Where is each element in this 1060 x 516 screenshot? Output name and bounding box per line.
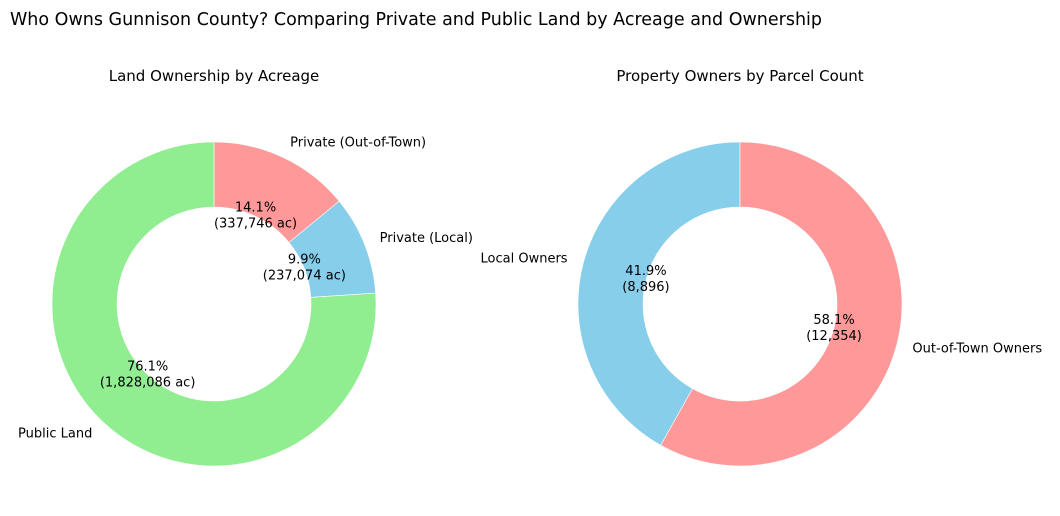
figure-title: Who Owns Gunnison County? Comparing Priv… xyxy=(10,10,822,30)
slice-label-private-out-of-town: Private (Out-of-Town) xyxy=(290,135,426,150)
slice-local-owners xyxy=(577,141,741,446)
slice-percent-private-out-of-town: 14.1% xyxy=(235,201,276,216)
slice-out-of-town-owners xyxy=(660,141,903,467)
slice-value-out-of-town-owners: (12,354) xyxy=(806,329,862,344)
chart-title: Land Ownership by Acreage xyxy=(109,67,320,85)
slice-label-out-of-town-owners: Out-of-Town Owners xyxy=(912,342,1042,357)
slice-label-public-land: Public Land xyxy=(18,427,92,442)
chart-title: Property Owners by Parcel Count xyxy=(616,67,863,85)
donut-chart-parcels: Property Owners by Parcel Count Local Own… xyxy=(481,67,1042,467)
slice-percent-private-local: 9.9% xyxy=(288,253,321,268)
slice-percent-out-of-town-owners: 58.1% xyxy=(813,313,854,328)
donut-chart-acreage: Land Ownership by Acreage Private (Out-of… xyxy=(18,67,473,467)
slice-value-private-out-of-town: (337,746 ac) xyxy=(214,217,297,232)
slice-public-land xyxy=(51,141,377,467)
slice-value-private-local: (237,074 ac) xyxy=(263,269,346,284)
slice-value-local-owners: (8,896) xyxy=(622,280,669,295)
slice-value-public-land: (1,828,086 ac) xyxy=(100,376,196,391)
slice-percent-public-land: 76.1% xyxy=(127,360,168,375)
slice-label-private-local: Private (Local) xyxy=(380,231,473,246)
slice-percent-local-owners: 41.9% xyxy=(625,264,666,279)
slice-label-local-owners: Local Owners xyxy=(481,251,568,266)
